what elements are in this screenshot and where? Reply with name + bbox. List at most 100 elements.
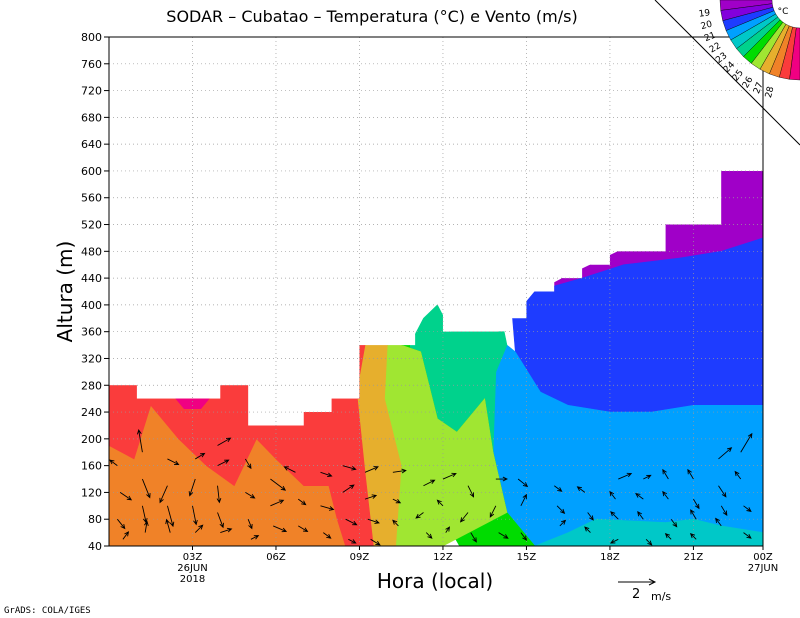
wind-vector (323, 532, 332, 539)
x-tick-label: 21Z (684, 552, 704, 563)
wind-vector (664, 533, 672, 540)
wind-vector (392, 498, 402, 504)
y-tick-label: 600 (81, 165, 102, 178)
x-tick-label: 2018 (180, 574, 205, 585)
x-axis-label: Hora (local) (377, 569, 493, 593)
wind-vector (141, 478, 151, 499)
wind-vector (718, 447, 733, 460)
wind-vector (283, 466, 296, 473)
y-tick-label: 320 (81, 352, 102, 365)
wind-reference: 2 m/s (618, 578, 671, 603)
temperature-field (109, 170, 763, 546)
wind-vector (273, 525, 288, 533)
x-tick-label: 12Z (433, 552, 453, 563)
wind-vector (245, 492, 256, 499)
y-tick-label: 40 (88, 540, 102, 553)
legend-level: 21 (703, 31, 717, 45)
wind-vector (743, 532, 752, 539)
wind-vector (423, 479, 436, 487)
wind-vector (167, 505, 175, 528)
wind-vector (247, 519, 253, 530)
wind-vector (520, 532, 528, 541)
wind-vector (498, 532, 509, 539)
temp-region-23 (534, 518, 763, 546)
y-tick-label: 240 (81, 406, 102, 419)
legend-level: 27 (752, 81, 766, 95)
wind-vector (144, 520, 149, 533)
y-tick-label: 200 (81, 433, 102, 446)
wind-vector (693, 498, 700, 510)
wind-vector (720, 505, 728, 516)
wind-vector (610, 511, 619, 520)
x-tick-label: 06Z (266, 552, 286, 563)
wind-reference-value: 2 (632, 587, 640, 602)
wind-vector (165, 518, 171, 533)
y-tick-label: 280 (81, 379, 102, 392)
wind-vector (584, 526, 591, 533)
y-tick-label: 520 (81, 219, 102, 232)
x-tick-label: 15Z (517, 552, 537, 563)
wind-vector (635, 492, 644, 500)
y-tick-label: 640 (81, 138, 102, 151)
wind-vector (392, 468, 407, 474)
wind-vector (662, 490, 669, 500)
y-tick-label: 800 (81, 31, 102, 44)
temp-region-hot (109, 344, 374, 546)
wind-vector (216, 485, 222, 504)
wind-vector (517, 478, 529, 488)
legend-level: 28 (764, 85, 777, 99)
y-tick-label: 440 (81, 272, 102, 285)
wind-vector (734, 470, 742, 480)
wind-vector (467, 485, 475, 498)
wind-vector (470, 532, 477, 543)
legend-swatch (789, 27, 800, 81)
wind-vector (687, 468, 694, 480)
wind-vector (217, 437, 232, 446)
wind-vector (554, 485, 563, 492)
legend-level: 19 (698, 8, 711, 19)
wind-vector (715, 517, 722, 527)
wind-vector (442, 472, 457, 480)
x-tick-label: 00Z (753, 552, 773, 563)
legend-diagonal (654, 0, 800, 146)
wind-vector (122, 531, 130, 540)
wind-vector (689, 533, 697, 540)
wind-vector (220, 527, 233, 534)
wind-vector (587, 512, 594, 521)
wind-vector (670, 518, 678, 528)
wind-vector (520, 493, 527, 507)
x-tick-label: 03Z (183, 552, 203, 563)
wind-vector (459, 512, 469, 523)
legend-level: 22 (708, 41, 723, 55)
wind-vector (637, 510, 644, 520)
wind-vector (342, 465, 357, 471)
wind-vector (495, 476, 508, 482)
x-tick-label: 18Z (600, 552, 620, 563)
wind-vector (415, 512, 424, 519)
y-tick-label: 120 (81, 486, 102, 499)
wind-vector (740, 432, 753, 453)
temp-region-21 (512, 237, 763, 413)
y-tick-label: 360 (81, 326, 102, 339)
wind-vector (370, 538, 381, 546)
temp-region-hottest (175, 398, 210, 410)
wind-vector (576, 486, 586, 493)
wind-vector (609, 490, 616, 500)
wind-vector (392, 519, 399, 527)
wind-vector (425, 532, 433, 539)
wind-vector (109, 459, 118, 466)
wind-vector (119, 492, 133, 501)
y-tick-label: 680 (81, 111, 102, 124)
y-axis-ticks: 40 80 120 160 200 240 280 320 360 400 440 480 520 560… (81, 31, 109, 553)
wind-vector (743, 505, 752, 512)
chart-title: SODAR – Cubatao – Temperatura (°C) e Ven… (166, 7, 577, 26)
wind-vector (320, 471, 333, 478)
wind-vector (270, 478, 287, 491)
wind-vector (556, 505, 566, 514)
wind-vector (618, 472, 633, 480)
wind-vector (192, 505, 198, 526)
wind-vector (188, 478, 196, 497)
